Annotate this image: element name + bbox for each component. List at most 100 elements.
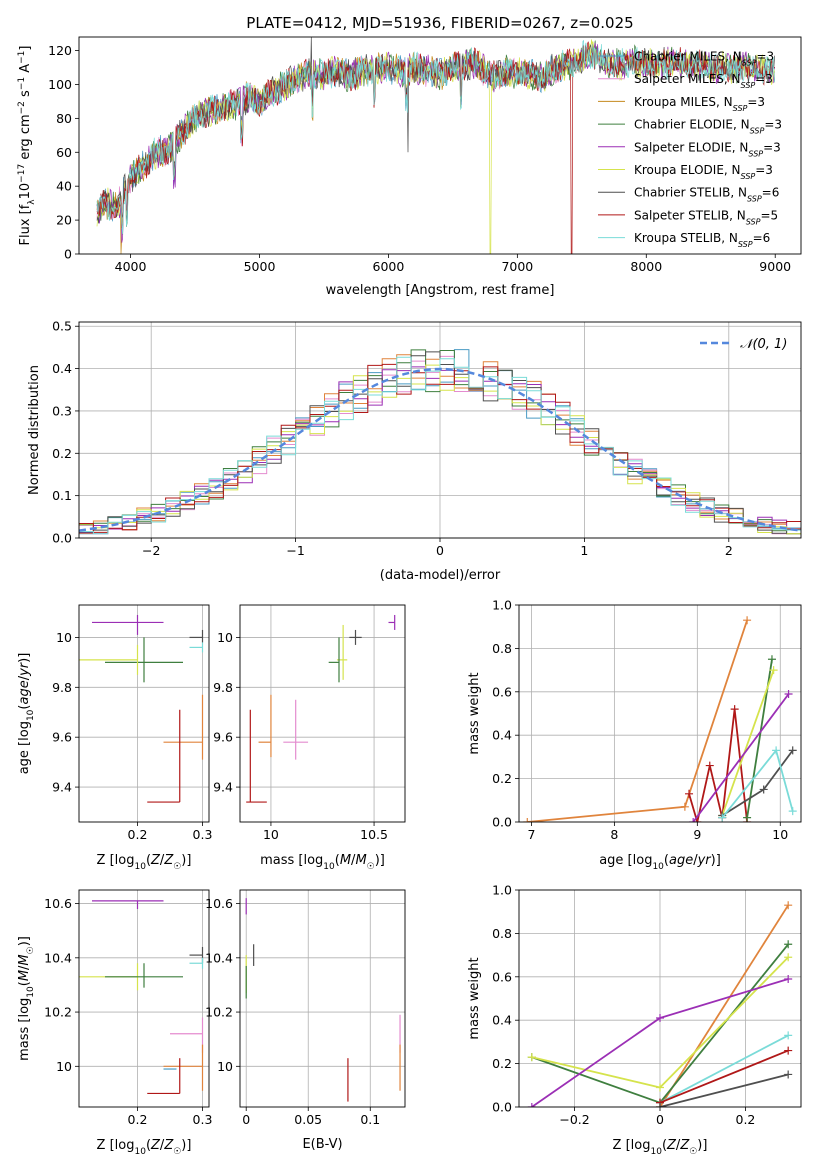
y-tick-label: 0.4 xyxy=(492,1013,512,1028)
axes-border xyxy=(239,604,406,823)
x-tick-label: 0.3 xyxy=(193,1112,213,1127)
label-part: / xyxy=(676,1138,681,1153)
plot-area xyxy=(79,900,204,1095)
axes-frame: 0.2 0.3 10 10.2 10.4 10.6 xyxy=(44,889,213,1127)
y-tick-label: 0.2 xyxy=(52,446,72,461)
label-part: ( xyxy=(662,1138,667,1153)
marker-orange xyxy=(680,802,689,811)
label-part: )] xyxy=(375,853,385,868)
label-part: A xyxy=(18,64,33,77)
errorbar-orange xyxy=(163,694,204,760)
line-salpeter_elodie xyxy=(692,693,790,822)
label-part: 10 xyxy=(26,986,36,998)
axes-border xyxy=(78,36,802,255)
label-part: M xyxy=(17,970,32,981)
label-part: Z xyxy=(150,1138,161,1153)
y-tick-label: 60 xyxy=(56,145,72,160)
y-tick-label: 0.1 xyxy=(52,488,72,503)
errorbar-chabrier_stelib xyxy=(349,629,362,645)
label-part: Flux [f xyxy=(18,204,33,245)
axes-spectrum: 4000 5000 6000 7000 8000 9000 0 20 40 60 80 100 120 C… xyxy=(48,36,802,274)
legend-label-main: Salpeter MILES, N xyxy=(634,72,741,86)
axes-border xyxy=(78,604,210,823)
axes-border xyxy=(78,889,210,1108)
legend-label-tail: =3 xyxy=(756,50,774,64)
marker-kroupa_elodie xyxy=(527,1053,536,1062)
axes-age_vs_mass: 10 10.5 9.4 9.6 9.8 10 xyxy=(213,604,406,842)
x-tick-label: 0 xyxy=(656,1112,664,1127)
legend-label-sub: SSP xyxy=(741,172,756,181)
x-tick-label: 5000 xyxy=(244,259,276,274)
x-axis-label: wavelength [Angstrom, rest frame] xyxy=(326,283,555,298)
marker-salpeter_stelib xyxy=(705,761,714,770)
label-part: / xyxy=(17,675,32,680)
plot-area xyxy=(523,616,797,822)
errorbar-salpeter_stelib xyxy=(246,709,267,803)
histogram-salpeter_stelib xyxy=(79,363,801,538)
x-axis-label: E(B-V) xyxy=(302,1137,342,1152)
legend-label-tail: =3 xyxy=(755,72,773,86)
x-axis-label: (data-model)/error xyxy=(380,568,501,583)
legend-label-main: Kroupa ELODIE, N xyxy=(634,163,741,177)
label-part: ☉ xyxy=(689,1147,697,1157)
legend-label: Kroupa ELODIE, NSSP=3 xyxy=(634,163,773,181)
errorbar-salpeter_miles xyxy=(170,1017,204,1053)
label-part: ☉ xyxy=(367,862,375,872)
label-part: 10 xyxy=(323,862,335,872)
y-tick-label: 10.4 xyxy=(44,950,72,965)
legend-label: Chabrier ELODIE, NSSP=3 xyxy=(634,118,782,136)
marker-kroupa_stelib xyxy=(772,746,781,755)
legend-label: Kroupa STELIB, NSSP=6 xyxy=(634,231,770,249)
legend-label-tail: =3 xyxy=(763,140,781,154)
axes-mass_vs_ebv: 0 0.05 0.1 10 10.2 10.4 10.6 xyxy=(205,889,406,1127)
line-kroupa_elodie xyxy=(721,669,775,816)
y-axis-label: mass weight xyxy=(467,957,482,1039)
chart-title: PLATE=0412, MJD=51936, FIBERID=0267, z=0… xyxy=(246,14,633,32)
x-tick-label: 0.05 xyxy=(294,1112,322,1127)
marker-kroupa_elodie xyxy=(656,1083,664,1092)
label-part: Z xyxy=(163,1138,174,1153)
y-tick-label: 10.2 xyxy=(44,1005,72,1020)
x-tick-label: 0.2 xyxy=(128,827,148,842)
label-part: erg cm xyxy=(18,114,33,163)
marker-salpeter_elodie xyxy=(656,1014,664,1023)
legend-label-tail: =3 xyxy=(764,118,782,132)
marker-orange xyxy=(784,901,793,910)
label-part: ( xyxy=(146,853,151,868)
y-tick-label: 0.3 xyxy=(52,403,72,418)
axes-frame: 0.2 0.3 9.4 9.6 9.8 10 xyxy=(52,604,212,842)
marker-chabrier_stelib xyxy=(788,746,797,755)
label-part: / xyxy=(160,853,165,868)
x-tick-label: 2 xyxy=(725,543,733,558)
y-tick-label: 0.0 xyxy=(492,815,512,830)
y-tick-label: 9.4 xyxy=(213,780,233,795)
label-part: )] xyxy=(711,853,721,868)
errorbar-chabrier_elodie xyxy=(105,963,183,988)
legend-label: Salpeter STELIB, NSSP=5 xyxy=(634,208,778,226)
x-tick-label: −0.2 xyxy=(559,1112,589,1127)
label-part: −2 xyxy=(17,101,27,114)
y-tick-label: 9.8 xyxy=(213,680,233,695)
plot-area xyxy=(245,898,401,1102)
y-tick-label: 10 xyxy=(217,1059,233,1074)
legend-label-tail: =3 xyxy=(747,95,765,109)
y-tick-label: 0.2 xyxy=(492,771,512,786)
y-tick-label: 0.4 xyxy=(52,361,72,376)
label-part: )] xyxy=(181,1138,191,1153)
axes-border xyxy=(78,321,802,539)
plot-area xyxy=(96,37,776,254)
errorbar-chabrier_elodie xyxy=(105,637,183,683)
label-part: mass [log xyxy=(260,853,323,868)
label-part: )] xyxy=(17,653,32,663)
legend-label-tail: =3 xyxy=(755,163,773,177)
y-tick-label: 0 xyxy=(64,247,72,262)
label-part: λ xyxy=(27,199,37,205)
label-part: −17 xyxy=(17,164,27,183)
label-part: s xyxy=(18,90,33,101)
y-tick-label: 0.4 xyxy=(492,728,512,743)
label-part: 10 xyxy=(652,862,664,872)
x-axis-label: Z [log10(Z/Z☉)] xyxy=(97,853,192,872)
label-part: ( xyxy=(17,981,32,986)
y-axis-label: age [log10(age/yr)] xyxy=(17,653,36,775)
marker-orange xyxy=(743,616,752,625)
